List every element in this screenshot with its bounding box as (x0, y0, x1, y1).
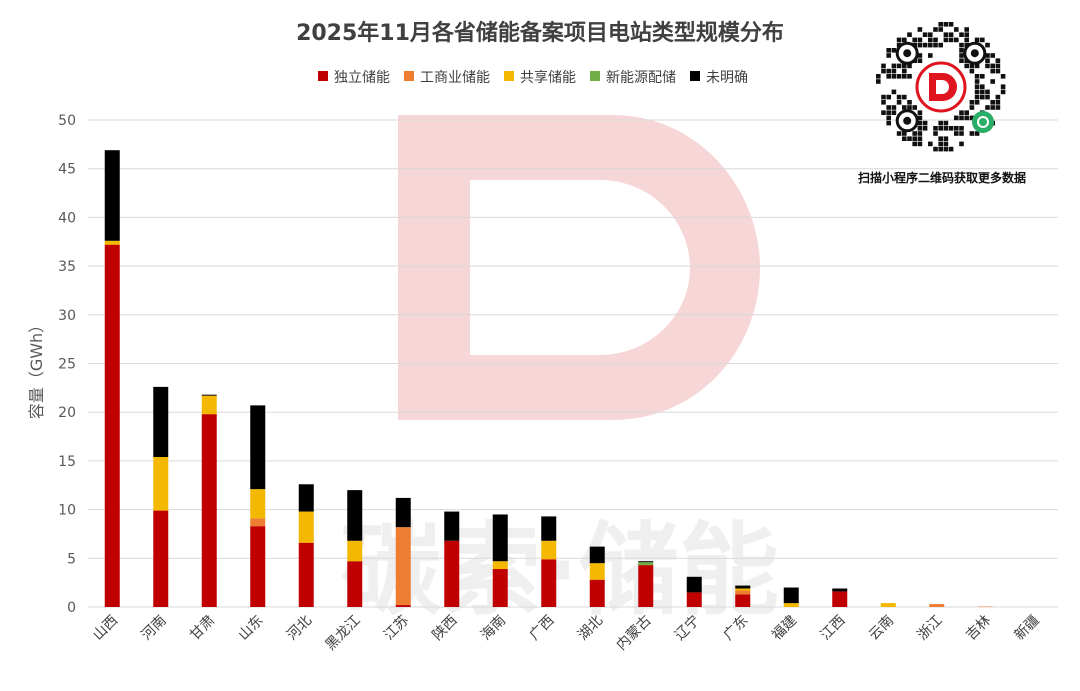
bar-segment (783, 603, 799, 607)
x-category-label: 河南 (138, 613, 169, 644)
bar-segment (201, 394, 217, 396)
legend-swatch (690, 71, 700, 81)
bar-segment (444, 511, 460, 541)
bar-segment (153, 510, 169, 607)
x-category-label: 河北 (284, 613, 315, 644)
bar-segment (298, 542, 314, 607)
x-category-label: 甘肃 (187, 613, 218, 644)
bar-segment (250, 526, 266, 607)
y-tick-label: 45 (58, 162, 76, 178)
bar-segment (298, 511, 314, 543)
x-category-label: 新疆 (1011, 613, 1042, 644)
bar-segment (880, 603, 896, 607)
bar-segment (541, 540, 557, 560)
legend-swatch (318, 71, 328, 81)
legend-label: 共享储能 (520, 69, 576, 86)
bar-segment (444, 540, 460, 607)
qr-code-miniprogram-icon (876, 22, 1006, 152)
bar-segment (250, 405, 266, 490)
y-tick-label: 10 (58, 503, 76, 519)
bar-segment (638, 561, 654, 563)
gridlines (88, 119, 1058, 608)
bar-segment (589, 579, 605, 607)
bar-segment (589, 563, 605, 580)
bar-segment (395, 527, 411, 606)
bar-segment (735, 594, 751, 607)
bar-segment (686, 592, 702, 607)
bar-segment (347, 490, 363, 541)
bar-segment (298, 484, 314, 512)
bars (104, 150, 993, 608)
bar-segment (201, 395, 217, 415)
bar-segment (347, 561, 363, 607)
y-tick-label: 35 (58, 259, 76, 275)
bar-segment (832, 591, 848, 607)
qr-caption: 扫描小程序二维码获取更多数据 (858, 170, 1026, 185)
legend-swatch (590, 71, 600, 81)
legend-label: 工商业储能 (420, 70, 490, 86)
legend-swatch (504, 71, 514, 81)
bar-segment (492, 569, 508, 607)
y-tick-label: 5 (67, 551, 76, 567)
y-tick-label: 0 (67, 600, 76, 616)
y-tick-label: 20 (58, 405, 76, 421)
x-category-label: 江西 (817, 613, 848, 644)
watermark-text: 碳索·储能 (341, 512, 779, 629)
bar-segment (735, 588, 751, 591)
y-axis-label: 容量（GWh） (27, 317, 46, 419)
bar-segment (250, 518, 266, 527)
bar-segment (929, 604, 945, 607)
bar-segment (541, 516, 557, 541)
bar-segment (395, 497, 411, 528)
bar-segment (638, 565, 654, 607)
bar-segment (589, 546, 605, 564)
bar-segment (541, 559, 557, 607)
bar-segment (201, 414, 217, 607)
x-category-label: 浙江 (914, 613, 945, 644)
legend-label: 独立储能 (334, 70, 390, 86)
y-tick-label: 30 (58, 308, 76, 324)
legend-swatch (404, 71, 414, 81)
bar-segment (977, 606, 993, 608)
bar-segment (638, 562, 654, 566)
legend-label: 未明确 (706, 70, 748, 86)
y-tick-label: 40 (58, 210, 76, 226)
y-axis-ticks: 0 5 10 15 20 25 30 35 40 45 50 (58, 113, 76, 616)
bar-segment (250, 489, 266, 519)
bar-segment (735, 585, 751, 589)
bar-segment (395, 605, 411, 607)
x-category-label: 吉林 (963, 613, 994, 644)
chart-title: 2025年11月各省储能备案项目电站类型规模分布 (296, 20, 784, 46)
bar-segment (735, 590, 751, 595)
qr-code[interactable]: 扫描小程序二维码获取更多数据 (858, 22, 1026, 185)
bar-segment (104, 244, 120, 607)
y-tick-label: 25 (58, 357, 76, 373)
bar-segment (492, 514, 508, 562)
bar-segment (783, 587, 799, 604)
y-tick-label: 50 (58, 113, 76, 129)
bar-segment (153, 457, 169, 511)
bar-segment (492, 561, 508, 570)
x-category-label: 山西 (90, 613, 121, 644)
bar-segment (104, 240, 120, 245)
bar-segment (347, 540, 363, 562)
bar-segment (153, 386, 169, 458)
watermark: 碳索·储能 (341, 115, 779, 629)
x-category-label: 山东 (235, 613, 266, 644)
x-category-label: 云南 (866, 613, 897, 644)
legend-label: 新能源配储 (606, 70, 676, 86)
bar-segment (104, 150, 120, 241)
legend: 独立储能 工商业储能 共享储能 新能源配储 未明确 (318, 69, 748, 86)
watermark-logo (398, 115, 760, 420)
bar-segment (686, 576, 702, 593)
bar-segment (832, 588, 848, 592)
y-tick-label: 15 (58, 454, 76, 470)
